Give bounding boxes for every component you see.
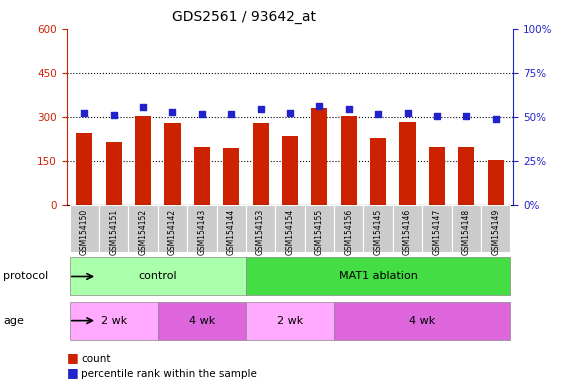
Text: GSM154142: GSM154142 xyxy=(168,209,177,255)
Text: MAT1 ablation: MAT1 ablation xyxy=(339,271,418,281)
Text: GSM154149: GSM154149 xyxy=(491,209,500,255)
Bar xyxy=(216,205,246,252)
Bar xyxy=(340,116,357,205)
Text: 2 wk: 2 wk xyxy=(100,316,127,326)
Bar xyxy=(334,302,510,339)
Bar xyxy=(223,148,240,205)
Bar xyxy=(304,205,334,252)
Text: protocol: protocol xyxy=(3,271,48,281)
Text: count: count xyxy=(81,354,111,364)
Text: ■: ■ xyxy=(67,351,78,364)
Text: GSM154143: GSM154143 xyxy=(197,209,206,255)
Text: GSM154152: GSM154152 xyxy=(139,209,147,255)
Point xyxy=(197,111,206,118)
Text: GSM154154: GSM154154 xyxy=(285,209,295,255)
Bar xyxy=(400,121,416,205)
Point xyxy=(168,109,177,115)
Text: GSM154146: GSM154146 xyxy=(403,209,412,255)
Text: GSM154147: GSM154147 xyxy=(433,209,441,255)
Bar xyxy=(458,147,474,205)
Bar xyxy=(128,205,158,252)
Point xyxy=(432,113,441,119)
Point xyxy=(403,109,412,116)
Bar xyxy=(158,205,187,252)
Text: GSM154151: GSM154151 xyxy=(109,209,118,255)
Bar xyxy=(364,205,393,252)
Bar xyxy=(187,205,216,252)
Point xyxy=(139,104,148,111)
Text: GSM154145: GSM154145 xyxy=(374,209,383,255)
Point xyxy=(285,109,295,116)
Point xyxy=(227,111,236,118)
Bar xyxy=(194,147,210,205)
Text: control: control xyxy=(139,271,177,281)
Point xyxy=(256,106,265,112)
Text: 4 wk: 4 wk xyxy=(409,316,436,326)
Bar xyxy=(481,205,510,252)
Point xyxy=(374,111,383,118)
Text: GSM154144: GSM154144 xyxy=(227,209,235,255)
Text: GSM154148: GSM154148 xyxy=(462,209,471,255)
Bar xyxy=(393,205,422,252)
Text: GSM154156: GSM154156 xyxy=(345,209,353,255)
Bar xyxy=(158,302,246,339)
Bar xyxy=(246,302,334,339)
Bar xyxy=(311,108,328,205)
Bar xyxy=(246,205,276,252)
Bar xyxy=(429,147,445,205)
Text: percentile rank within the sample: percentile rank within the sample xyxy=(81,369,257,379)
Bar xyxy=(164,123,180,205)
Text: 4 wk: 4 wk xyxy=(188,316,215,326)
Text: age: age xyxy=(3,316,24,326)
Point xyxy=(109,112,118,118)
Bar xyxy=(282,136,298,205)
Bar xyxy=(106,142,122,205)
Point xyxy=(315,103,324,109)
Bar xyxy=(76,133,92,205)
Point xyxy=(462,113,471,119)
Bar xyxy=(370,138,386,205)
Bar xyxy=(488,160,504,205)
Point xyxy=(344,106,353,112)
Text: GSM154155: GSM154155 xyxy=(315,209,324,255)
Text: GDS2561 / 93642_at: GDS2561 / 93642_at xyxy=(172,10,316,23)
Point xyxy=(491,116,501,122)
Text: GSM154150: GSM154150 xyxy=(80,209,89,255)
Text: GSM154153: GSM154153 xyxy=(256,209,265,255)
Point xyxy=(79,109,89,116)
Bar xyxy=(70,302,158,339)
Text: ■: ■ xyxy=(67,366,78,379)
Bar xyxy=(70,205,99,252)
Bar xyxy=(422,205,452,252)
Text: 2 wk: 2 wk xyxy=(277,316,303,326)
Bar xyxy=(135,116,151,205)
Bar xyxy=(276,205,304,252)
Bar xyxy=(246,257,510,296)
Bar xyxy=(334,205,364,252)
Bar xyxy=(70,257,246,296)
Bar xyxy=(252,123,269,205)
Bar xyxy=(452,205,481,252)
Bar xyxy=(99,205,128,252)
